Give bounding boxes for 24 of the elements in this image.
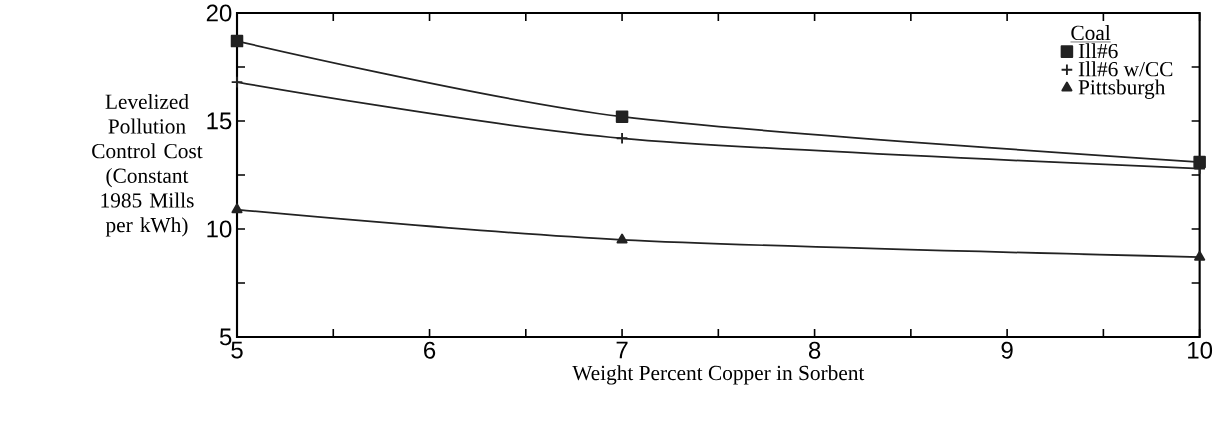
point <box>230 75 244 89</box>
point <box>1194 250 1206 261</box>
y-axis-title: Levelized Pollution Control Cost (Constant 1985 Mills per kWh) <box>92 93 203 237</box>
point <box>615 110 629 123</box>
point <box>616 233 628 244</box>
x-tick-label: 10 <box>1188 341 1213 359</box>
legend-label: Ill#6 w/CC <box>1078 61 1173 77</box>
point <box>230 34 244 48</box>
point <box>1193 155 1206 169</box>
point <box>615 132 629 145</box>
y-tick-label: 20 <box>206 4 232 22</box>
legend-label: Ill#6 <box>1078 43 1118 59</box>
y-tick-label: 15 <box>207 112 232 130</box>
x-axis-title: Weight Percent Copper in Sorbent <box>572 365 865 385</box>
x-tick-label: 6 <box>424 341 436 359</box>
legend-label: Pittsburgh <box>1078 79 1166 99</box>
y-tick-label: 5 <box>219 328 232 346</box>
x-tick-label: 9 <box>1001 341 1013 359</box>
point <box>231 203 243 214</box>
x-tick-label: 7 <box>616 341 628 359</box>
x-tick-label: 8 <box>808 341 821 359</box>
legend-title: Coal <box>1071 25 1111 41</box>
x-tick-label: 5 <box>231 341 243 359</box>
y-tick-label: 10 <box>207 220 232 238</box>
